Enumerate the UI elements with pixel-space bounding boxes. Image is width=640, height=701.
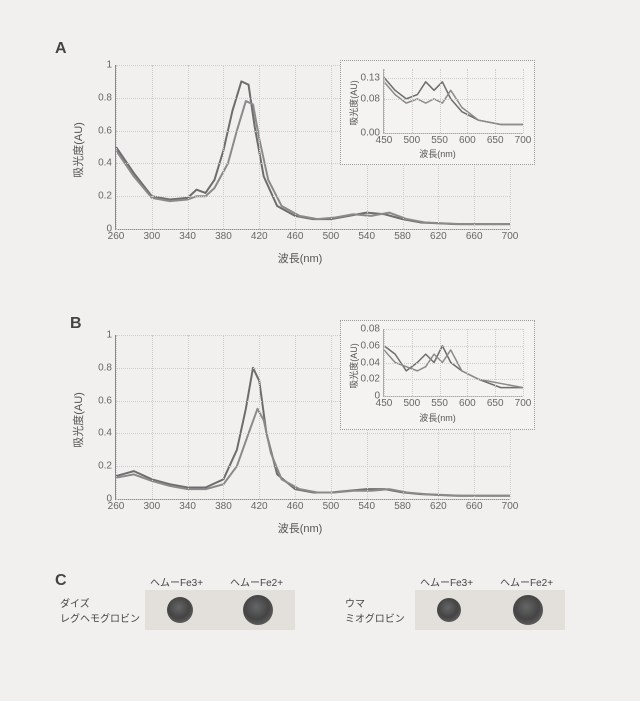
- panel-c-g2-dot2: [513, 595, 543, 625]
- panel-c-g2-label2: ミオグロビン: [345, 610, 405, 625]
- panel-c-g1-col2: ヘムーFe2+: [230, 574, 283, 589]
- panel-b-xlabel: 波長(nm): [278, 520, 323, 536]
- panel-a-xlabel: 波長(nm): [278, 250, 323, 266]
- panel-c-g2-label1: ウマ: [345, 595, 365, 610]
- panel-c: ヘムーFe3+ ヘムーFe2+ ダイズ レグヘモグロビン ヘムーFe3+ ヘムー…: [55, 570, 595, 660]
- panel-a-inset-xlabel: 波長(nm): [419, 147, 456, 160]
- panel-c-group-2: ヘムーFe3+ ヘムーFe2+ ウマ ミオグロビン: [345, 570, 595, 650]
- panel-c-g2-col2: ヘムーFe2+: [500, 574, 553, 589]
- panel-b-inset-xlabel: 波長(nm): [419, 411, 456, 424]
- panel-c-g1-dot1: [167, 597, 193, 623]
- panel-a-inset-ylabel: 吸光度(AU): [347, 80, 360, 126]
- panel-b-inset: 00.020.040.060.08450500550600650700 吸光度(…: [340, 320, 535, 430]
- panel-c-g2-dot1: [437, 598, 461, 622]
- panel-c-group-1: ヘムーFe3+ ヘムーFe2+ ダイズ レグヘモグロビン: [55, 570, 315, 650]
- panel-b-inset-plot: 00.020.040.060.08450500550600650700: [383, 329, 523, 397]
- panel-a-ylabel: 吸光度(AU): [70, 122, 86, 178]
- panel-c-g1-col1: ヘムーFe3+: [150, 574, 203, 589]
- panel-b-inset-ylabel: 吸光度(AU): [347, 343, 360, 389]
- panel-c-g2-col1: ヘムーFe3+: [420, 574, 473, 589]
- panel-a-inset: 0.000.080.13450500550600650700 吸光度(AU) 波…: [340, 60, 535, 165]
- panel-a-inset-svg: [384, 69, 523, 133]
- panel-a-inset-plot: 0.000.080.13450500550600650700: [383, 69, 523, 134]
- panel-c-g1-label2: レグヘモグロビン: [60, 610, 140, 625]
- panel-b-ylabel: 吸光度(AU): [70, 392, 86, 448]
- figure-page: A 00.20.40.60.81260300340380420460500540…: [0, 0, 640, 701]
- panel-b-chart: 00.20.40.60.8126030034038042046050054058…: [60, 315, 540, 535]
- panel-a-chart: 00.20.40.60.8126030034038042046050054058…: [60, 55, 540, 275]
- panel-c-g1-label1: ダイズ: [60, 595, 90, 610]
- panel-c-g1-dot2: [243, 595, 273, 625]
